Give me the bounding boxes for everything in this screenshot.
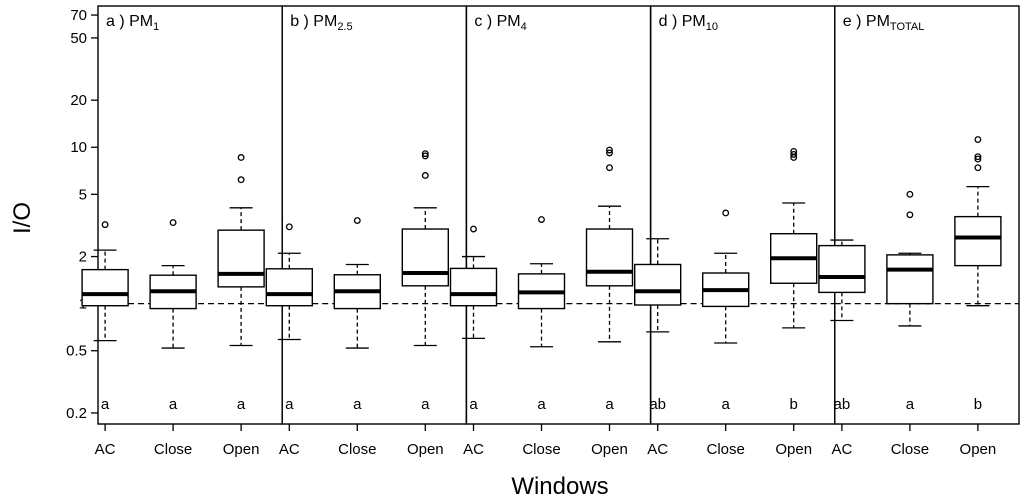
box bbox=[954, 215, 1002, 267]
outlier-point bbox=[974, 164, 982, 172]
outlier-point bbox=[421, 150, 429, 158]
x-axis-title: Windows bbox=[511, 473, 608, 499]
y-tick-label: 10 bbox=[70, 139, 87, 156]
plot-area: 0.2 0.5 1 2 5 10 20 50 70 a ) PM1 a AC a Close a Open b … bbox=[66, 5, 1020, 458]
box bbox=[265, 268, 313, 307]
x-tick-label: Close bbox=[891, 441, 929, 458]
box bbox=[585, 228, 634, 287]
y-tick-label: 20 bbox=[70, 92, 87, 109]
outlier-point bbox=[237, 154, 245, 161]
panel-title: c ) PM4 bbox=[474, 13, 526, 33]
significance-label: a bbox=[237, 396, 246, 413]
y-tick-label: 0.2 bbox=[66, 405, 87, 422]
x-tick-label: AC bbox=[831, 441, 852, 458]
panel-title-subscript: 1 bbox=[153, 21, 159, 33]
panel-title: b ) PM2.5 bbox=[290, 13, 352, 33]
x-tick-label: Close bbox=[338, 441, 376, 458]
panel-title-subscript: TOTAL bbox=[890, 21, 924, 33]
x-tick-label: Open bbox=[407, 441, 444, 458]
panel-title-subscript: 4 bbox=[521, 21, 527, 33]
panel-frame bbox=[649, 5, 836, 425]
y-axis-title: I/O bbox=[9, 202, 36, 234]
x-tick-label: Open bbox=[223, 441, 260, 458]
x-tick-label: AC bbox=[95, 441, 116, 458]
significance-label: a bbox=[469, 396, 478, 413]
panel-title-subscript: 10 bbox=[706, 21, 718, 33]
outlier-point bbox=[538, 216, 545, 223]
significance-label: a bbox=[101, 396, 110, 413]
significance-label: ab bbox=[834, 396, 851, 413]
panel-frame bbox=[281, 5, 468, 425]
panel-frame bbox=[97, 5, 283, 425]
significance-label: a bbox=[537, 396, 546, 413]
x-tick-label: AC bbox=[463, 441, 484, 458]
x-tick-label: Open bbox=[775, 441, 812, 458]
significance-label: a bbox=[906, 396, 915, 413]
outlier-point bbox=[722, 209, 730, 217]
x-tick-label: Close bbox=[707, 441, 745, 458]
outlier-point bbox=[606, 149, 613, 157]
significance-label: a bbox=[353, 396, 362, 413]
panel-frame bbox=[834, 5, 1020, 425]
panel-title-text: b ) PM bbox=[290, 13, 337, 30]
panel-frame bbox=[465, 5, 652, 425]
outlier-point bbox=[974, 136, 982, 143]
box bbox=[634, 263, 682, 306]
outlier-point bbox=[353, 217, 361, 224]
significance-label: ab bbox=[649, 396, 666, 413]
significance-label: a bbox=[421, 396, 430, 413]
x-tick-label: Close bbox=[522, 441, 560, 458]
outlier-point bbox=[790, 147, 798, 155]
significance-label: b bbox=[790, 396, 798, 413]
outlier-point bbox=[790, 150, 798, 158]
panel-title-text: c ) PM bbox=[474, 13, 520, 30]
outlier-point bbox=[906, 211, 914, 219]
panel-title: a ) PM1 bbox=[106, 13, 159, 33]
box bbox=[818, 244, 866, 294]
significance-label: b bbox=[974, 396, 982, 413]
x-tick-label: Open bbox=[591, 441, 628, 458]
box bbox=[81, 268, 129, 307]
outlier-point bbox=[606, 164, 613, 172]
outlier-point bbox=[169, 219, 177, 226]
significance-label: a bbox=[285, 396, 294, 413]
outlier-point bbox=[421, 172, 429, 179]
box bbox=[401, 228, 449, 287]
significance-label: a bbox=[169, 396, 178, 413]
x-tick-label: AC bbox=[279, 441, 300, 458]
y-tick-label: 2 bbox=[79, 249, 87, 266]
outlier-point bbox=[237, 176, 245, 184]
outlier-point bbox=[974, 153, 982, 161]
significance-label: a bbox=[605, 396, 614, 413]
significance-label: a bbox=[722, 396, 731, 413]
outlier-point bbox=[974, 155, 982, 163]
outlier-point bbox=[285, 223, 293, 231]
outlier-point bbox=[101, 221, 109, 229]
box bbox=[449, 267, 498, 307]
panel-title: d ) PM10 bbox=[659, 13, 718, 33]
x-tick-label: Open bbox=[960, 441, 997, 458]
y-tick-label: 70 bbox=[70, 7, 87, 24]
outlier-point bbox=[470, 225, 477, 233]
x-tick-label: Close bbox=[154, 441, 192, 458]
outlier-point bbox=[421, 152, 429, 160]
panel-title-text: d ) PM bbox=[659, 13, 706, 30]
box bbox=[217, 229, 265, 288]
outlier-point bbox=[906, 190, 914, 198]
y-tick-label: 5 bbox=[79, 186, 87, 203]
y-tick-label: 50 bbox=[70, 30, 87, 47]
panel-title-text: e ) PM bbox=[843, 13, 890, 30]
x-tick-label: AC bbox=[647, 441, 668, 458]
outlier-point bbox=[606, 146, 613, 154]
y-tick-label: 0.5 bbox=[66, 343, 87, 360]
panel-title: e ) PMTOTAL bbox=[843, 13, 925, 33]
panel-title-subscript: 2.5 bbox=[337, 21, 352, 33]
panel-title-text: a ) PM bbox=[106, 13, 153, 30]
box bbox=[886, 254, 934, 305]
